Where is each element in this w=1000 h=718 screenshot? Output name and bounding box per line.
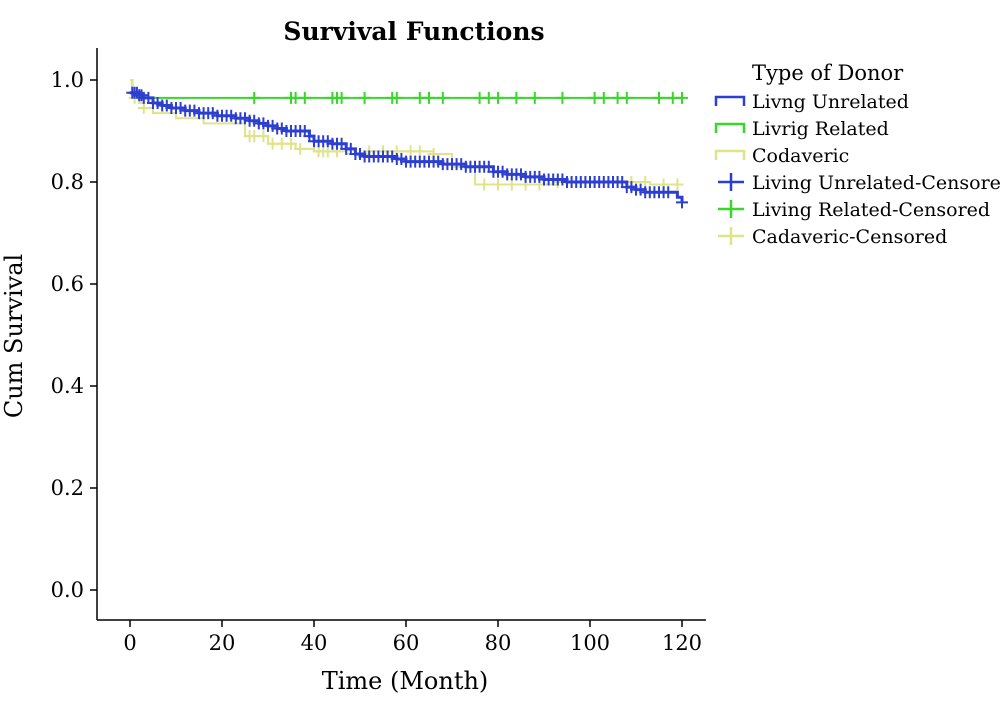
censor-mark [676, 196, 688, 209]
legend-label: Living Unrelated-Censored [752, 172, 1000, 194]
y-tick-label: 0.2 [51, 476, 84, 500]
y-tick-label: 0.8 [51, 170, 84, 194]
legend-entry: Cadaveric-Censored [718, 226, 947, 248]
censor-mark [135, 89, 148, 102]
censor-mark [653, 91, 665, 104]
censor-mark [137, 102, 150, 115]
y-tick-label: 0.6 [51, 272, 84, 296]
censor-mark [257, 130, 270, 143]
censor-mark [676, 91, 688, 104]
censor-mark [478, 178, 491, 191]
legend-label: Livrig Related [752, 118, 889, 140]
censor-mark [390, 91, 403, 104]
censor-mark [620, 91, 633, 104]
legend-entry: Livrig Related [714, 118, 889, 140]
censor-mark [639, 176, 652, 188]
censor-mark [492, 91, 504, 104]
x-tick-label: 60 [393, 631, 420, 655]
y-axis-label: Cum Survival [0, 254, 28, 418]
legend-step-swatch [714, 122, 746, 133]
y-axis-ticks: 0.0 0.2 0.4 0.6 0.8 1.0 [51, 68, 97, 602]
survival-step-line [130, 79, 682, 186]
plot-area [126, 79, 688, 209]
censor-mark [671, 178, 684, 191]
censor-mark [492, 178, 504, 191]
censor-mark [436, 91, 449, 104]
legend-step-swatch [714, 149, 746, 160]
x-tick-label: 0 [123, 631, 136, 655]
legend-step-swatch [714, 95, 746, 106]
chart-title: Survival Functions [283, 17, 544, 46]
survival-step-line [130, 79, 682, 99]
y-tick-label: 0.0 [51, 578, 84, 602]
censor-mark [335, 91, 348, 104]
legend-plus-swatch [718, 173, 744, 191]
legend: Type of Donor Livng Unrelated Livrig Rela… [714, 61, 1000, 248]
censor-mark [505, 178, 518, 191]
legend-label: Cadaveric-Censored [752, 226, 947, 248]
censor-mark [358, 91, 371, 104]
x-tick-label: 20 [209, 631, 236, 655]
legend-label: Livng Unrelated [752, 91, 909, 113]
x-tick-label: 40 [301, 631, 328, 655]
censor-mark [294, 142, 307, 155]
survival-series-0 [130, 79, 688, 104]
legend-plus-swatch [718, 200, 744, 218]
x-axis-ticks: 0 20 40 60 80 100 120 [123, 620, 702, 655]
legend-plus-swatch [718, 227, 744, 245]
legend-entry: Living Related-Censored [718, 199, 990, 221]
survival-series-2 [126, 86, 688, 209]
legend-entry: Living Unrelated-Censored [718, 172, 1000, 194]
x-tick-label: 120 [662, 631, 702, 655]
censor-mark [413, 145, 426, 158]
censor-mark [662, 186, 675, 199]
x-tick-label: 80 [485, 631, 512, 655]
legend-entry: Codaveric [714, 145, 849, 167]
censor-mark [510, 91, 523, 104]
legend-label: Living Related-Censored [752, 199, 990, 221]
censor-mark [597, 91, 610, 104]
censor-mark [556, 91, 569, 104]
survival-series-1 [128, 79, 684, 191]
censor-mark [423, 91, 435, 104]
legend-title: Type of Donor [752, 61, 904, 85]
censor-mark [248, 91, 261, 104]
x-axis-label: Time (Month) [322, 667, 489, 695]
censor-mark [528, 91, 541, 104]
censor-mark [285, 137, 297, 150]
y-tick-label: 0.4 [51, 374, 84, 398]
censor-mark [298, 91, 311, 104]
legend-entry: Livng Unrelated [714, 91, 909, 113]
legend-label: Codaveric [752, 145, 849, 167]
y-tick-label: 1.0 [51, 68, 84, 92]
x-tick-label: 100 [570, 631, 610, 655]
